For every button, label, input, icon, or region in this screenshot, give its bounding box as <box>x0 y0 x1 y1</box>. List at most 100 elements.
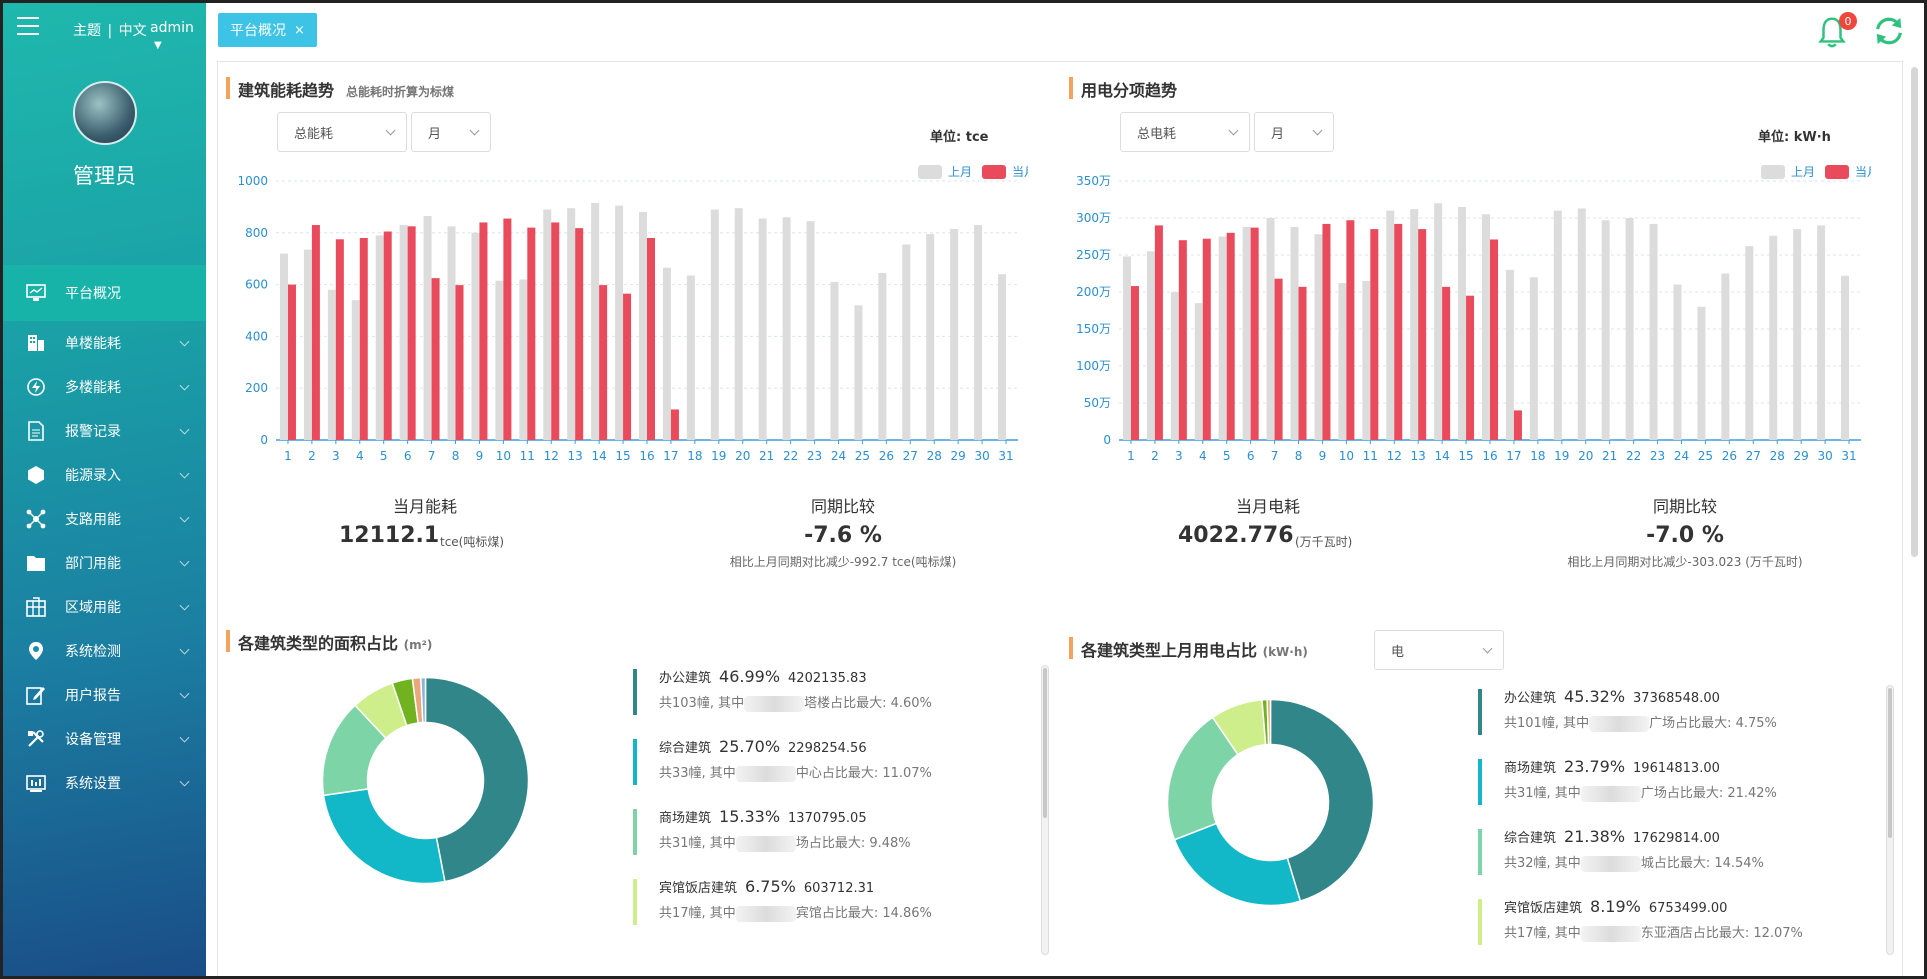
bar-this-month[interactable] <box>1274 278 1283 440</box>
sidebar-item-system-detection[interactable]: 系统检测 <box>3 629 206 673</box>
bar-last-month[interactable] <box>1146 251 1155 440</box>
donut-slice[interactable] <box>322 788 446 885</box>
bar-this-month[interactable] <box>287 284 296 440</box>
bar-this-month[interactable] <box>1130 286 1139 440</box>
bar-last-month[interactable] <box>902 244 911 440</box>
sidebar-item-single-building-energy[interactable]: 单楼能耗 <box>3 321 206 365</box>
bar-last-month[interactable] <box>758 218 767 440</box>
bar-last-month[interactable] <box>543 209 552 440</box>
bar-last-month[interactable] <box>806 221 815 440</box>
energy-kind-select[interactable]: 电 <box>1374 630 1504 670</box>
tab-platform-overview[interactable]: 平台概况 × <box>218 13 317 47</box>
bar-last-month[interactable] <box>1266 218 1275 440</box>
bar-last-month[interactable] <box>1242 226 1251 440</box>
bar-this-month[interactable] <box>1418 229 1427 440</box>
sidebar-item-user-report[interactable]: 用户报告 <box>3 673 206 717</box>
bar-last-month[interactable] <box>567 208 576 440</box>
bar-last-month[interactable] <box>519 279 528 440</box>
bar-last-month[interactable] <box>1290 226 1299 440</box>
bar-last-month[interactable] <box>1577 208 1586 440</box>
bar-last-month[interactable] <box>1553 210 1562 440</box>
bar-last-month[interactable] <box>1434 203 1443 440</box>
bar-last-month[interactable] <box>615 205 624 440</box>
bar-last-month[interactable] <box>854 305 863 440</box>
bar-this-month[interactable] <box>1346 220 1355 440</box>
legend-label[interactable]: 当月 <box>1855 165 1871 179</box>
bar-this-month[interactable] <box>455 285 464 440</box>
electricity-legend-scrollbar[interactable] <box>1886 685 1894 955</box>
bar-last-month[interactable] <box>1601 220 1610 440</box>
bar-last-month[interactable] <box>375 235 384 440</box>
bar-this-month[interactable] <box>1370 229 1379 440</box>
bar-last-month[interactable] <box>1769 235 1778 440</box>
bar-last-month[interactable] <box>1194 303 1203 440</box>
bar-last-month[interactable] <box>1673 284 1682 440</box>
bar-last-month[interactable] <box>327 289 336 440</box>
scroll-thumb[interactable] <box>1888 688 1892 838</box>
bar-last-month[interactable] <box>734 208 743 440</box>
bar-this-month[interactable] <box>335 239 344 440</box>
bar-last-month[interactable] <box>303 249 312 440</box>
bar-last-month[interactable] <box>1529 277 1538 440</box>
bar-last-month[interactable] <box>1721 273 1730 441</box>
bar-last-month[interactable] <box>974 225 983 440</box>
bar-this-month[interactable] <box>1250 227 1259 440</box>
bar-this-month[interactable] <box>599 285 608 440</box>
bar-this-month[interactable] <box>551 222 560 440</box>
bar-this-month[interactable] <box>383 231 392 440</box>
bar-last-month[interactable] <box>399 225 408 440</box>
bar-last-month[interactable] <box>423 215 432 440</box>
bar-last-month[interactable] <box>878 272 887 440</box>
scroll-thumb[interactable] <box>1043 668 1047 818</box>
bar-this-month[interactable] <box>1322 223 1331 440</box>
bar-last-month[interactable] <box>351 300 360 440</box>
bar-last-month[interactable] <box>1505 269 1514 440</box>
refresh-icon[interactable] <box>1873 15 1905 47</box>
bar-last-month[interactable] <box>1649 223 1658 440</box>
sidebar-item-system-settings[interactable]: 系统设置 <box>3 761 206 805</box>
bar-last-month[interactable] <box>1793 229 1802 440</box>
energy-type-select[interactable]: 总能耗 <box>277 112 407 152</box>
bar-last-month[interactable] <box>471 232 480 440</box>
bar-last-month[interactable] <box>1625 218 1634 440</box>
language-link[interactable]: 中文 <box>118 23 147 39</box>
sidebar-item-device-management[interactable]: 设备管理 <box>3 717 206 761</box>
bar-this-month[interactable] <box>1513 410 1522 440</box>
donut-slice[interactable] <box>1173 822 1302 907</box>
energy-period-select[interactable]: 月 <box>411 112 491 152</box>
sidebar-item-platform-overview[interactable]: 平台概况 <box>3 265 206 321</box>
electricity-type-select[interactable]: 总电耗 <box>1120 112 1250 152</box>
bar-last-month[interactable] <box>591 203 600 440</box>
menu-icon[interactable] <box>17 17 39 35</box>
donut-slice[interactable] <box>419 676 427 724</box>
page-scrollbar[interactable] <box>1911 67 1918 557</box>
bar-last-month[interactable] <box>1745 246 1754 440</box>
sidebar-item-branch-energy[interactable]: 支路用能 <box>3 497 206 541</box>
bar-this-month[interactable] <box>670 409 679 440</box>
bar-last-month[interactable] <box>1338 283 1347 440</box>
bar-this-month[interactable] <box>623 293 632 440</box>
sidebar-item-alarm-records[interactable]: 报警记录 <box>3 409 206 453</box>
bar-this-month[interactable] <box>1490 239 1498 440</box>
bar-this-month[interactable] <box>1394 223 1403 440</box>
bar-last-month[interactable] <box>926 234 935 440</box>
bar-last-month[interactable] <box>950 228 959 440</box>
donut-slice[interactable] <box>1266 698 1272 746</box>
bar-this-month[interactable] <box>1466 295 1475 440</box>
bar-last-month[interactable] <box>1458 206 1467 440</box>
bar-last-month[interactable] <box>1482 214 1490 440</box>
donut-slice[interactable] <box>1269 698 1375 903</box>
bar-this-month[interactable] <box>527 227 536 440</box>
electricity-period-select[interactable]: 月 <box>1254 112 1334 152</box>
bar-last-month[interactable] <box>1697 306 1706 440</box>
bar-this-month[interactable] <box>311 225 320 440</box>
bar-last-month[interactable] <box>662 267 671 440</box>
sidebar-item-department-energy[interactable]: 部门用能 <box>3 541 206 585</box>
user-menu[interactable]: admin ▼ <box>150 20 206 52</box>
bar-this-month[interactable] <box>1202 238 1211 440</box>
bar-last-month[interactable] <box>639 212 647 440</box>
bar-this-month[interactable] <box>479 222 488 440</box>
legend-label[interactable]: 当月 <box>1012 165 1028 179</box>
bar-last-month[interactable] <box>1218 236 1227 441</box>
area-legend-scrollbar[interactable] <box>1041 665 1049 955</box>
